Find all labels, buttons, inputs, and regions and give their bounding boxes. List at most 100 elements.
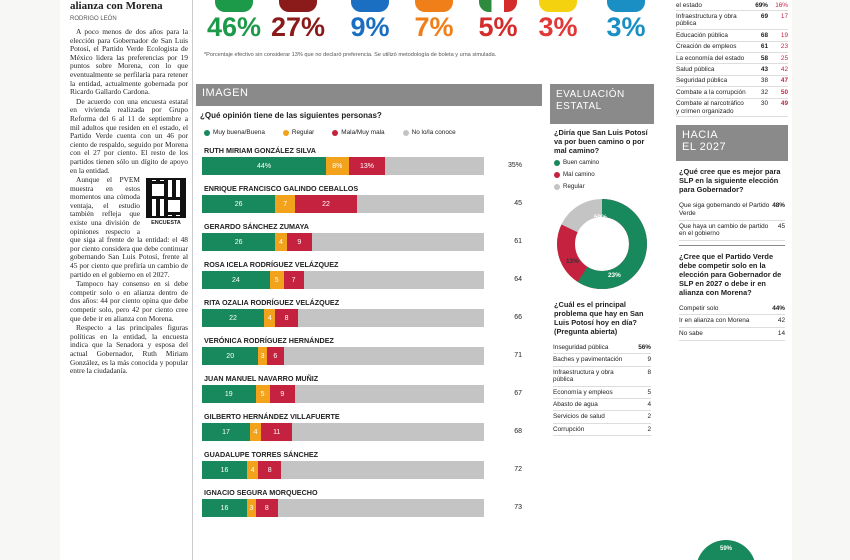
person-row: IGNACIO SEGURA MORQUECHO 16 3 8 73 (196, 488, 602, 520)
bar-segment-regular: 4 (249, 423, 262, 441)
bar-segment-bad: 8 (275, 309, 298, 327)
qr-block[interactable]: ENCUESTA (144, 178, 188, 226)
party-logo-icon (215, 0, 253, 12)
party-result: 3% (528, 0, 588, 42)
bar-segment-regular: 4 (264, 309, 276, 327)
opinion-bar: 44% 8% 13% (202, 157, 484, 175)
bar-segment-good: 17 (202, 423, 250, 441)
person-name: VERÓNICA RODRÍGUEZ HERNÁNDEZ (204, 336, 334, 345)
problem-row: Infraestructura y obra pública 8 (553, 367, 651, 387)
opinion-bar: 22 4 8 (202, 309, 484, 327)
problem-value: 2 (647, 425, 651, 433)
problem-label: Inseguridad pública (553, 344, 609, 351)
opinion-bar: 20 3 6 (202, 347, 484, 365)
bar-segment-good: 24 (202, 271, 270, 289)
table-row: Combate a la corrupción 32 50 (676, 87, 788, 99)
hacia-section: HACIA EL 2027 ¿Qué cree que es mejor par… (676, 125, 788, 341)
table-label: Salud pública (676, 65, 715, 73)
bar-unknown-value: 64 (514, 276, 522, 283)
table-value-bad: 23 (780, 43, 788, 51)
donut-good-slice (557, 199, 647, 289)
table-label: Seguridad pública (676, 77, 728, 85)
qr-code-icon[interactable] (146, 178, 186, 219)
article-paragraph: A poco menos de dos años para la elecció… (70, 27, 188, 97)
bar-unknown-value: 35% (507, 162, 522, 169)
party-result: 9% (340, 0, 400, 42)
right-column: el estado 69% 16% Infraestructura y obra pú… (676, 0, 788, 560)
person-name: RUTH MIRIAM GONZÁLEZ SILVA (204, 146, 316, 155)
article-paragraph: Tampoco hay consenso en si debe competir… (70, 279, 188, 323)
answer-label: Que siga gobernando el Partido Verde (679, 202, 770, 218)
bar-segment-bad: 8 (255, 499, 279, 517)
person-row: ROSA ICELA RODRÍGUEZ VELÁZQUEZ 24 5 7 64 (196, 260, 602, 292)
bar-segment-regular: 3 (258, 347, 267, 365)
hacia-answer-row: Que siga gobernando el Partido Verde 48% (679, 200, 785, 221)
problem-value: 4 (647, 401, 651, 409)
legend-good: Buen camino (554, 159, 650, 166)
donut-regular-label: 13% (566, 258, 579, 265)
article-column: alianza con Morena RODRIGO LEÓN A poco m… (70, 0, 188, 560)
table-row: Infraestructura y obra pública 69 17 (676, 11, 788, 31)
bar-unknown-value: 68 (514, 428, 522, 435)
bar-segment-bad: 9 (269, 385, 296, 403)
article-paragraph: Aunque el PVEM muestra en estos momentos… (70, 175, 188, 279)
hacia-answer-row: No sabe 14 (679, 328, 785, 341)
party-pct: 27% (270, 12, 326, 42)
table-label: Combate a la corrupción (676, 88, 746, 96)
party-result: 7% (404, 0, 464, 42)
table-value-good: 69% (755, 1, 768, 9)
bar-unknown-value: 73 (514, 504, 522, 511)
table-value-bad: 16% (775, 1, 788, 9)
answer-label: Que haya un cambio de partido en el gobi… (679, 222, 769, 238)
answer-value: 45 (777, 222, 785, 230)
gray-dot-icon (402, 129, 409, 136)
red-dot-icon (332, 129, 339, 136)
red-dot-icon (554, 171, 560, 178)
bar-segment-good: 20 (202, 347, 259, 365)
table-value-bad: 49 (780, 100, 788, 108)
bar-unknown-value: 61 (514, 238, 522, 245)
table-value-bad: 42 (780, 65, 788, 73)
problem-value: 2 (647, 413, 651, 421)
legend-bad: Mal camino (554, 171, 650, 178)
answer-value: 48% (772, 202, 785, 210)
evaluacion-title: EVALUACIÓN (556, 89, 625, 100)
bar-segment-good: 16 (202, 461, 248, 479)
evaluacion-header: EVALUACIÓN ESTATAL (550, 84, 654, 124)
donut-bad-label: 23% (608, 272, 621, 279)
bar-segment-bad: 6 (266, 347, 284, 365)
gray-dot-icon (554, 183, 560, 190)
bar-segment-regular: 4 (275, 233, 287, 251)
person-name: GILBERTO HERNÁNDEZ VILLAFUERTE (204, 412, 340, 421)
table-label: Educación pública (676, 31, 728, 39)
table-value-good: 58 (760, 54, 768, 62)
person-row: RUTH MIRIAM GONZÁLEZ SILVA 44% 8% 13% 35% (196, 146, 602, 178)
person-row: JUAN MANUEL NAVARRO MUÑIZ 19 5 9 67 (196, 374, 602, 406)
legend-regular: Regular (554, 183, 650, 190)
person-name: RITA OZALIA RODRÍGUEZ VELÁZQUEZ (204, 298, 340, 307)
bar-segment-regular: 3 (247, 499, 256, 517)
bar-segment-bad: 7 (283, 271, 304, 289)
problem-label: Baches y pavimentación (553, 356, 623, 364)
legend-regular: Regular (282, 129, 314, 136)
answer-label: No sabe (679, 330, 703, 338)
party-logo-icon (479, 0, 517, 12)
problem-value: 56% (638, 344, 651, 351)
bar-unknown-value: 66 (514, 314, 522, 321)
bar-unknown-value: 72 (514, 466, 522, 473)
table-row: el estado 69% 16% (676, 0, 788, 12)
article-headline: alianza con Morena (70, 0, 163, 12)
imagen-question: ¿Qué opinión tiene de las siguientes per… (200, 111, 382, 120)
answer-label: Competir solo (679, 304, 719, 312)
opinion-bar: 26 4 9 (202, 233, 484, 251)
evaluacion-section: EVALUACIÓN ESTATAL ¿Diría que San Luis P… (550, 84, 654, 544)
party-pct: 46% (206, 12, 262, 42)
party-logo-icon (279, 0, 317, 12)
imagen-legend: Muy buena/Buena Regular Mala/Muy mala No… (204, 129, 542, 136)
answer-value: 42 (777, 317, 785, 325)
legend-label: Regular (563, 183, 585, 190)
hacia-header: HACIA EL 2027 (676, 125, 788, 162)
party-results: 46% 27% 9% 7% 5% 3% 3% *Porcentaje efect… (196, 0, 672, 66)
bar-unknown-value: 67 (514, 390, 522, 397)
bar-segment-good: 19 (202, 385, 256, 403)
